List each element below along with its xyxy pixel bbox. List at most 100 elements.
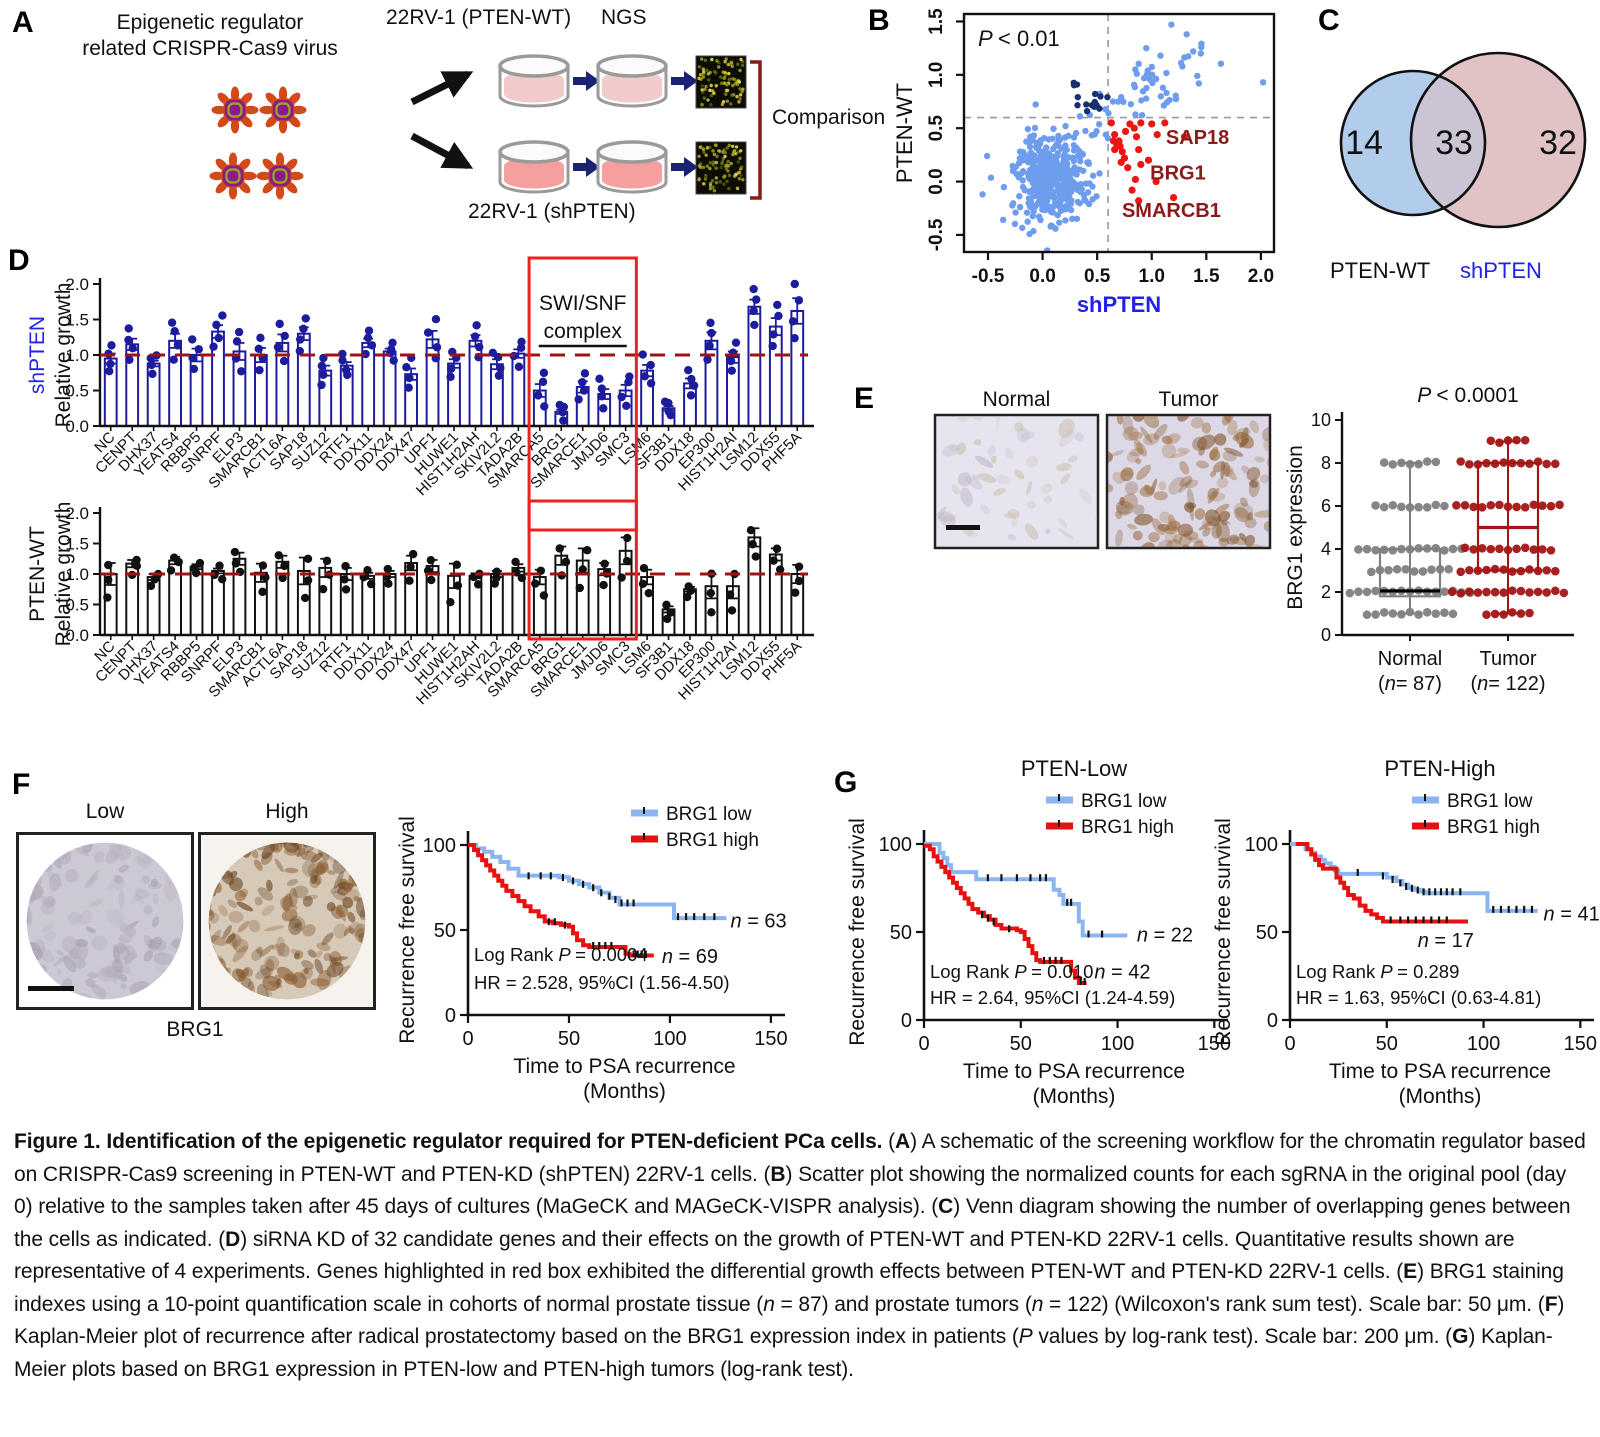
svg-text:150: 150 bbox=[1198, 1033, 1231, 1055]
svg-text:SWI/SNF: SWI/SNF bbox=[539, 292, 627, 315]
svg-text:Normal: Normal bbox=[1378, 648, 1442, 670]
km-plot-pten-high: PTEN-High 0 50 100 0 50 100 150 Time to PSA recu… bbox=[1212, 756, 1600, 1108]
panel-e-normal-title: Normal bbox=[982, 388, 1051, 411]
panel-f-high-title: High bbox=[265, 800, 309, 823]
ihc-core-brg1-high bbox=[198, 832, 376, 1010]
svg-text:0: 0 bbox=[1284, 1033, 1295, 1055]
svg-text:1.5: 1.5 bbox=[926, 8, 947, 35]
panel-a-label: A bbox=[12, 6, 34, 39]
svg-text:PTEN-WT: PTEN-WT bbox=[892, 83, 917, 183]
svg-text:32: 32 bbox=[1539, 124, 1577, 162]
svg-text:Relative growth: Relative growth bbox=[52, 283, 75, 428]
svg-text:Recurrence free survival: Recurrence free survival bbox=[846, 818, 869, 1046]
ihc-image-normal bbox=[933, 413, 1100, 550]
svg-text:BRG1 high: BRG1 high bbox=[1081, 817, 1174, 838]
svg-text:0: 0 bbox=[445, 1005, 456, 1027]
svg-text:HR = 2.528, 95%CI (1.56-4.50): HR = 2.528, 95%CI (1.56-4.50) bbox=[474, 972, 730, 993]
svg-text:2.0: 2.0 bbox=[65, 504, 89, 523]
svg-text:n = 63: n = 63 bbox=[731, 911, 787, 933]
svg-text:P < 0.0001: P < 0.0001 bbox=[1417, 384, 1518, 407]
svg-text:0.5: 0.5 bbox=[926, 115, 947, 142]
svg-text:2.0: 2.0 bbox=[65, 275, 89, 294]
svg-text:50: 50 bbox=[1376, 1033, 1398, 1055]
svg-text:(Months): (Months) bbox=[1399, 1085, 1482, 1108]
svg-text:HR = 2.64, 95%CI (1.24-4.59): HR = 2.64, 95%CI (1.24-4.59) bbox=[930, 987, 1175, 1008]
svg-text:50: 50 bbox=[890, 922, 912, 944]
svg-text:1.5: 1.5 bbox=[1193, 266, 1220, 287]
panel-f-low-title: Low bbox=[85, 800, 125, 823]
svg-text:(n= 87): (n= 87) bbox=[1378, 673, 1442, 695]
panel-g-label: G bbox=[834, 766, 858, 799]
svg-text:0: 0 bbox=[462, 1028, 473, 1050]
svg-text:Log Rank P = 0.0004: Log Rank P = 0.0004 bbox=[474, 944, 648, 965]
svg-text:14: 14 bbox=[1345, 124, 1383, 162]
svg-text:shPTEN: shPTEN bbox=[26, 316, 49, 394]
panel-e-tumor-title: Tumor bbox=[1158, 388, 1219, 411]
svg-text:BRG1 low: BRG1 low bbox=[666, 804, 752, 825]
panel-a-shpten-label: 22RV-1 (shPTEN) bbox=[468, 200, 636, 223]
svg-text:Log Rank P = 0.289: Log Rank P = 0.289 bbox=[1296, 961, 1459, 982]
svg-text:n = 42: n = 42 bbox=[1094, 961, 1150, 983]
brg1-expression-boxplot: 0 2 4 6 8 10 Normal (n= 87) Tumor (n= 122) P < 0.0… bbox=[1284, 384, 1574, 695]
svg-text:n = 41: n = 41 bbox=[1544, 903, 1600, 925]
svg-text:Tumor: Tumor bbox=[1479, 648, 1536, 670]
svg-text:n = 22: n = 22 bbox=[1137, 925, 1193, 947]
svg-text:100: 100 bbox=[1245, 834, 1278, 856]
svg-text:SMARCB1: SMARCB1 bbox=[1122, 200, 1221, 222]
panel-a-intro-line2: related CRISPR-Cas9 virus bbox=[82, 37, 338, 61]
svg-text:33: 33 bbox=[1435, 124, 1473, 162]
svg-text:1.0: 1.0 bbox=[65, 565, 89, 584]
svg-text:50: 50 bbox=[434, 920, 456, 942]
svg-text:50: 50 bbox=[1010, 1033, 1032, 1055]
km-plot-pten-low: PTEN-Low 0 50 100 0 50 100 150 Time to PSA recur… bbox=[846, 756, 1231, 1108]
panel-f-label: F bbox=[12, 768, 31, 801]
svg-text:Recurrence free survival: Recurrence free survival bbox=[1212, 818, 1235, 1046]
svg-text:shPTEN: shPTEN bbox=[1077, 292, 1161, 317]
svg-text:0: 0 bbox=[1321, 625, 1331, 645]
svg-text:P < 0.01: P < 0.01 bbox=[978, 26, 1060, 51]
panel-a-ngs-label: NGS bbox=[601, 6, 647, 29]
svg-text:0.5: 0.5 bbox=[1084, 266, 1111, 287]
svg-text:10: 10 bbox=[1311, 410, 1331, 430]
svg-text:2.0: 2.0 bbox=[1248, 266, 1274, 287]
panel-b-label: B bbox=[868, 4, 890, 37]
ihc-image-tumor bbox=[1105, 413, 1272, 550]
venn-diagram: 14 33 32 bbox=[1339, 51, 1587, 229]
panel-a-comparison-label: Comparison bbox=[772, 106, 886, 129]
svg-text:100: 100 bbox=[1101, 1033, 1134, 1055]
svg-text:Time to PSA recurrence: Time to PSA recurrence bbox=[513, 1055, 735, 1078]
svg-text:0.0: 0.0 bbox=[65, 417, 89, 436]
svg-text:4: 4 bbox=[1321, 539, 1331, 559]
svg-text:-0.5: -0.5 bbox=[926, 218, 947, 251]
panel-a-intro-line1: Epigenetic regulator bbox=[116, 11, 304, 34]
svg-text:0.0: 0.0 bbox=[65, 626, 89, 645]
panel-a-intro: Epigenetic regulator related CRISPR-Cas9… bbox=[60, 10, 360, 63]
svg-text:BRG1 low: BRG1 low bbox=[1081, 791, 1167, 812]
svg-text:BRG1 low: BRG1 low bbox=[1447, 791, 1533, 812]
svg-text:1.5: 1.5 bbox=[65, 311, 89, 330]
svg-text:50: 50 bbox=[558, 1028, 580, 1050]
shpten-growth-bar-chart: 0.00.51.01.52.0NCCENPTDHX37YEATS4RBBP5SN… bbox=[26, 256, 814, 532]
svg-text:100: 100 bbox=[423, 835, 456, 857]
svg-text:PTEN-Low: PTEN-Low bbox=[1021, 756, 1127, 781]
panel-a-ptenwt-label: 22RV-1 (PTEN-WT) bbox=[386, 6, 572, 29]
svg-text:1.0: 1.0 bbox=[926, 62, 947, 88]
svg-text:150: 150 bbox=[1564, 1033, 1597, 1055]
venn-right-label: shPTEN bbox=[1460, 258, 1542, 283]
ptenwt-growth-bar-chart: 0.00.51.01.52.0NCCENPTDHX37YEATS4RBBP5SN… bbox=[26, 499, 814, 708]
sgrna-scatter-plot: -0.5 0.0 0.5 1.0 1.5 2.0 -0.5 0.0 0.5 1.0 1.5 shPTE… bbox=[892, 8, 1276, 317]
svg-text:(Months): (Months) bbox=[583, 1080, 666, 1103]
svg-text:BRG1 expression: BRG1 expression bbox=[1284, 445, 1307, 610]
svg-text:100: 100 bbox=[653, 1028, 686, 1050]
svg-text:1.0: 1.0 bbox=[1139, 266, 1165, 287]
svg-text:BRG1: BRG1 bbox=[1150, 162, 1206, 184]
svg-text:(n= 122): (n= 122) bbox=[1470, 673, 1545, 695]
svg-text:6: 6 bbox=[1321, 496, 1331, 516]
svg-text:0.5: 0.5 bbox=[65, 382, 89, 401]
panel-c-label: C bbox=[1318, 4, 1340, 37]
ihc-core-brg1-low bbox=[16, 832, 194, 1010]
svg-text:0.5: 0.5 bbox=[65, 596, 89, 615]
svg-text:100: 100 bbox=[879, 834, 912, 856]
svg-text:Time to PSA recurrence: Time to PSA recurrence bbox=[1329, 1060, 1551, 1083]
